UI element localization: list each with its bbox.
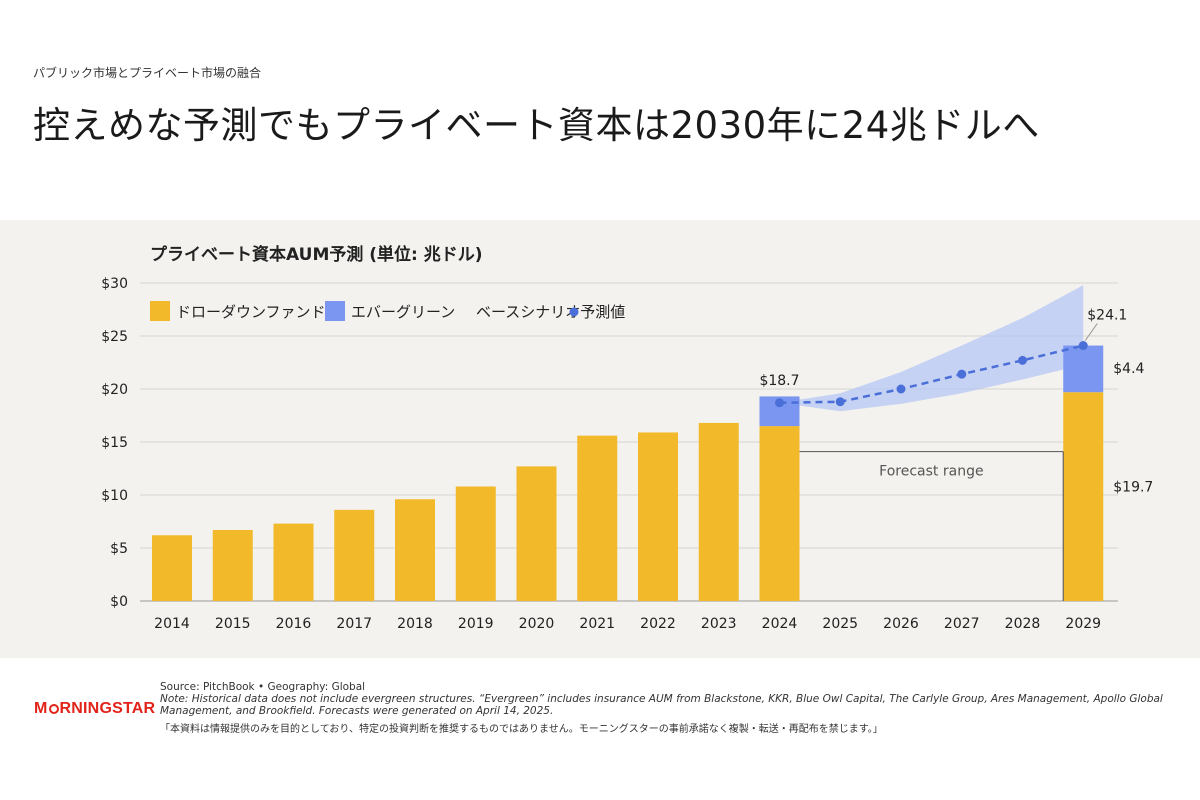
bar-evergreen-2029 (1063, 345, 1104, 393)
bar-drawdown-2014 (152, 535, 192, 601)
legend-forecast-label: ベースシナリオ予測値 (476, 303, 625, 321)
forecast-band (779, 285, 1084, 412)
bar-drawdown-2018 (395, 499, 435, 601)
chart-title: プライベート資本AUM予測 (単位: 兆ドル) (150, 245, 483, 265)
forecast-point-2026 (896, 384, 906, 394)
x-tick-label: 2018 (397, 616, 433, 632)
legend-drawdown-label: ドローダウンファンド (176, 303, 326, 321)
forecast-point-2028 (1018, 355, 1027, 365)
x-tick-label: 2014 (154, 616, 190, 632)
y-tick-label: $25 (101, 329, 128, 345)
forecast-range-label: Forecast range (879, 464, 983, 480)
bar-drawdown-2016 (273, 523, 314, 601)
logo-rest: RNINGSTAR (59, 700, 156, 717)
bar-drawdown-2022 (638, 432, 678, 601)
bar-drawdown-2019 (455, 486, 496, 601)
y-tick-label: $30 (101, 276, 128, 292)
x-tick-label: 2021 (579, 616, 615, 632)
forecast-point-2024 (775, 398, 784, 408)
label-2024-total: $18.7 (759, 373, 799, 389)
x-tick-label: 2027 (944, 616, 980, 632)
y-tick-label: $0 (110, 594, 128, 610)
x-tick-label: 2022 (640, 616, 676, 632)
legend-evergreen-label: エバーグリーン (351, 303, 455, 321)
forecast-point-2029 (1078, 341, 1088, 351)
page-title: 控えめな予測でもプライベート資本は2030年に24兆ドルへ (33, 104, 1040, 147)
y-tick-label: $20 (101, 382, 128, 398)
x-tick-label: 2015 (215, 616, 251, 632)
x-tick-label: 2026 (883, 616, 919, 632)
x-tick-label: 2025 (822, 616, 858, 632)
bar-drawdown-2029 (1063, 392, 1104, 601)
x-tick-label: 2020 (519, 616, 555, 632)
forecast-point-2027 (957, 369, 967, 379)
kicker-text: パブリック市場とプライベート市場の融合 (33, 66, 262, 80)
bar-drawdown-2015 (212, 529, 253, 601)
x-tick-label: 2024 (762, 616, 798, 632)
label-2029-drawdown: $19.7 (1113, 480, 1153, 496)
note-text: Note: Historical data does not include e… (160, 693, 1163, 717)
logo-o-icon (48, 704, 59, 714)
y-tick-label: $5 (110, 541, 128, 557)
x-tick-label: 2029 (1065, 616, 1101, 632)
legend-forecast-marker (569, 307, 579, 317)
bar-drawdown-2023 (698, 422, 739, 601)
label-2029-evergreen: $4.4 (1113, 361, 1144, 377)
label-2029-leader (1084, 323, 1098, 341)
y-tick-label: $15 (101, 435, 128, 451)
bar-drawdown-2020 (516, 466, 557, 601)
logo-m: M (34, 700, 48, 717)
legend-evergreen-swatch (325, 301, 345, 321)
legend-drawdown-swatch (150, 301, 170, 321)
x-tick-label: 2016 (276, 616, 312, 632)
source-text: Source: PitchBook • Geography: Global (160, 681, 366, 693)
x-tick-label: 2028 (1005, 616, 1041, 632)
morningstar-logo: M RNINGSTAR (34, 700, 155, 718)
footer: Source: PitchBook • Geography: Global No… (160, 681, 1170, 736)
label-2029-total: $24.1 (1087, 308, 1127, 324)
bar-drawdown-2017 (334, 509, 375, 601)
forecast-line (779, 344, 1084, 405)
bar-drawdown-2024 (759, 426, 800, 601)
forecast-point-2025 (835, 397, 845, 407)
x-tick-label: 2017 (336, 616, 372, 632)
x-tick-label: 2023 (701, 616, 737, 632)
disclaimer-text: 「本資料は情報提供のみを目的としており、特定の投資判断を推奨するものではありませ… (160, 724, 883, 735)
x-tick-label: 2019 (458, 616, 494, 632)
y-tick-label: $10 (101, 488, 128, 504)
bar-drawdown-2021 (577, 435, 618, 601)
